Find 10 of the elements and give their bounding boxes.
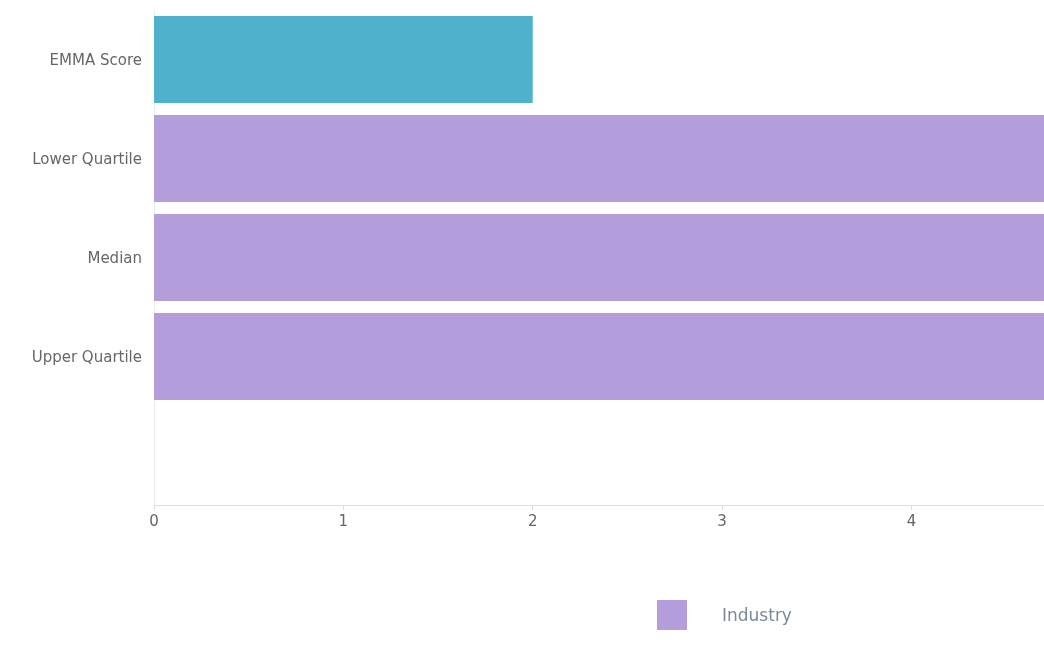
y-tick-label: Lower Quartile (32, 149, 142, 168)
y-tick-label: Median (87, 248, 142, 267)
y-tick-label: EMMA Score (49, 50, 142, 69)
x-tick-label: 2 (527, 511, 538, 530)
x-tick-label: 1 (338, 511, 349, 530)
x-tick-label: 3 (717, 511, 727, 530)
x-tick-label: 0 (149, 511, 159, 530)
y-tick-label: Upper Quartile (31, 347, 142, 366)
x-tick-label: 4 (906, 511, 917, 530)
legend-label: Industry (722, 605, 792, 625)
